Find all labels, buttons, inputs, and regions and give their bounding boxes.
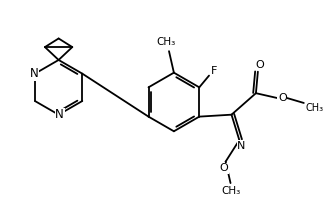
Text: N: N bbox=[237, 141, 245, 151]
Text: O: O bbox=[278, 93, 287, 103]
Text: CH₃: CH₃ bbox=[306, 103, 323, 113]
Text: CH₃: CH₃ bbox=[156, 37, 176, 47]
Text: O: O bbox=[219, 163, 228, 173]
Text: CH₃: CH₃ bbox=[221, 186, 240, 196]
Text: F: F bbox=[211, 66, 217, 76]
Text: N: N bbox=[30, 67, 38, 80]
Text: O: O bbox=[255, 60, 264, 70]
Text: N: N bbox=[55, 108, 64, 121]
